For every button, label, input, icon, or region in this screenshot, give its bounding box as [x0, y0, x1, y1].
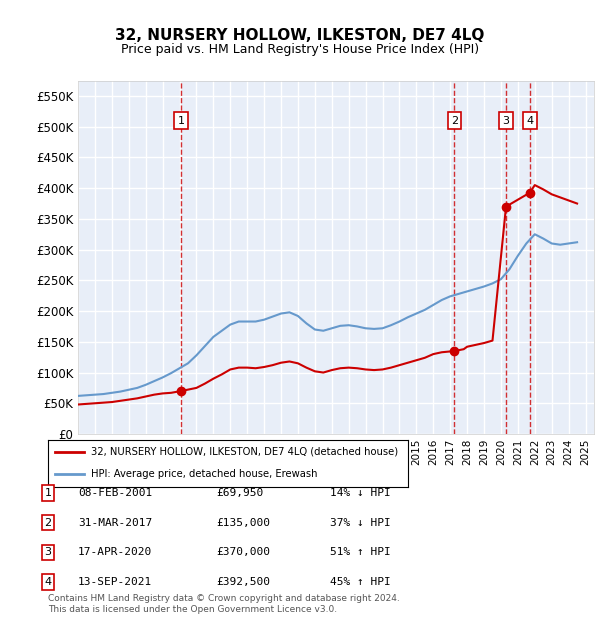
Text: £69,950: £69,950	[216, 488, 263, 498]
Text: 1: 1	[44, 488, 52, 498]
Text: HPI: Average price, detached house, Erewash: HPI: Average price, detached house, Erew…	[91, 469, 318, 479]
Text: 1: 1	[178, 115, 185, 125]
Text: 14% ↓ HPI: 14% ↓ HPI	[330, 488, 391, 498]
Text: 13-SEP-2021: 13-SEP-2021	[78, 577, 152, 587]
Text: £135,000: £135,000	[216, 518, 270, 528]
Text: 2: 2	[451, 115, 458, 125]
Text: £392,500: £392,500	[216, 577, 270, 587]
Text: 3: 3	[503, 115, 509, 125]
Text: 4: 4	[44, 577, 52, 587]
Text: 32, NURSERY HOLLOW, ILKESTON, DE7 4LQ: 32, NURSERY HOLLOW, ILKESTON, DE7 4LQ	[115, 28, 485, 43]
Text: 51% ↑ HPI: 51% ↑ HPI	[330, 547, 391, 557]
Text: 08-FEB-2001: 08-FEB-2001	[78, 488, 152, 498]
Text: 37% ↓ HPI: 37% ↓ HPI	[330, 518, 391, 528]
Text: 32, NURSERY HOLLOW, ILKESTON, DE7 4LQ (detached house): 32, NURSERY HOLLOW, ILKESTON, DE7 4LQ (d…	[91, 447, 398, 457]
Text: 2: 2	[44, 518, 52, 528]
Text: Contains HM Land Registry data © Crown copyright and database right 2024.
This d: Contains HM Land Registry data © Crown c…	[48, 595, 400, 614]
Text: 4: 4	[526, 115, 533, 125]
Text: 17-APR-2020: 17-APR-2020	[78, 547, 152, 557]
Text: Price paid vs. HM Land Registry's House Price Index (HPI): Price paid vs. HM Land Registry's House …	[121, 43, 479, 56]
Text: 3: 3	[44, 547, 52, 557]
Text: £370,000: £370,000	[216, 547, 270, 557]
Text: 31-MAR-2017: 31-MAR-2017	[78, 518, 152, 528]
Text: 45% ↑ HPI: 45% ↑ HPI	[330, 577, 391, 587]
